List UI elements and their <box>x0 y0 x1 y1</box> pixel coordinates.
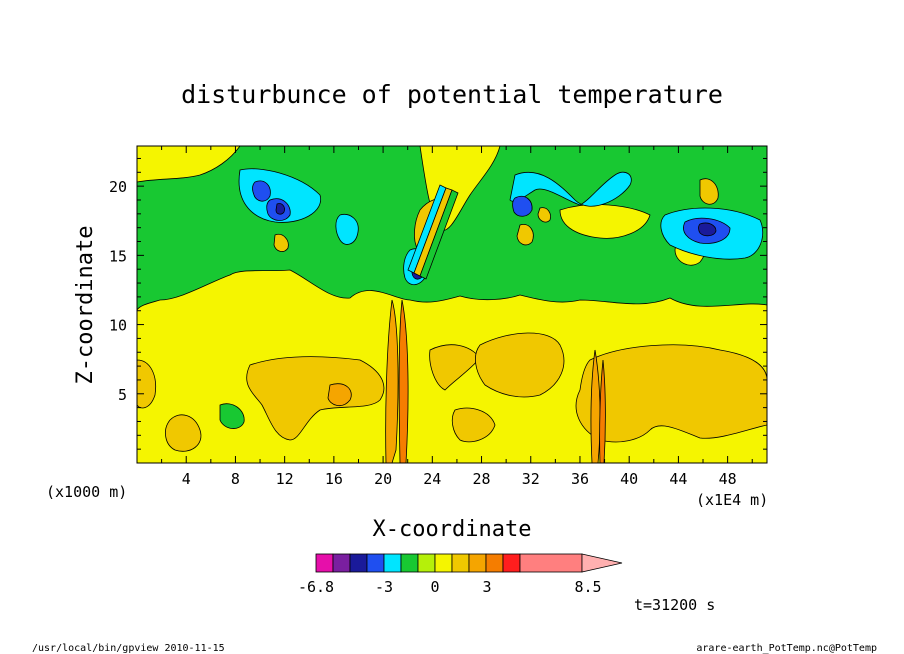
footer-left: /usr/local/bin/gpview 2010-11-15 <box>32 643 225 654</box>
x-unit-label-right: (x1E4 m) <box>696 491 768 509</box>
orange-lower-3 <box>246 356 385 441</box>
footer-right: arare-earth_PotTemp.nc@PotTemp <box>696 643 877 654</box>
x-tick-label: 4 <box>182 470 191 488</box>
yellow-pocket-1 <box>137 146 241 183</box>
x-tick-label: 32 <box>522 470 540 488</box>
blue-region-1 <box>252 180 271 202</box>
x-tick-label: 24 <box>423 470 441 488</box>
vertical-streak-4 <box>599 359 606 463</box>
x-tick-label: 28 <box>473 470 491 488</box>
orange-lower-5 <box>475 332 565 398</box>
orange-cell-4 <box>537 207 551 223</box>
y-tick-label: 5 <box>118 386 127 404</box>
colorbar-bin <box>400 553 419 573</box>
plot-frame <box>136 145 768 464</box>
colorbar-label: 3 <box>482 578 491 596</box>
colorbar-bin <box>434 553 453 573</box>
cyan-region-2 <box>509 171 632 207</box>
vertical-streak-2 <box>398 299 409 463</box>
colorbar-bin <box>502 553 521 573</box>
orange-cell-3 <box>516 224 534 246</box>
x-tick-label: 48 <box>719 470 737 488</box>
colorbar-bin <box>315 553 334 573</box>
cyan-region-4 <box>335 213 359 245</box>
tilted-wave-stripes <box>407 184 459 280</box>
blue-region-3 <box>512 195 533 217</box>
x-tick-label: 12 <box>276 470 294 488</box>
colorbar-label: -3 <box>375 578 393 596</box>
x-tick-label: 16 <box>325 470 343 488</box>
navy-region-3 <box>275 203 285 215</box>
colorbar-label: 8.5 <box>574 578 601 596</box>
y-tick-label: 10 <box>109 317 127 335</box>
x-tick-label: 36 <box>571 470 589 488</box>
vertical-streak-3 <box>590 349 601 463</box>
y-tick-label: 20 <box>109 178 127 196</box>
colorbar-bin <box>451 553 470 573</box>
x-tick-label: 20 <box>374 470 392 488</box>
time-label: t=31200 s <box>634 596 715 614</box>
colorbar-bin <box>519 553 583 573</box>
x-axis-title: X-coordinate <box>373 517 532 542</box>
yellow-pocket-3 <box>559 204 651 239</box>
plot-area <box>136 145 768 464</box>
colorbar-label: 0 <box>430 578 439 596</box>
x-tick-label: 44 <box>669 470 687 488</box>
orange-lower-7 <box>451 407 496 443</box>
colorbar-bin <box>468 553 487 573</box>
orange-cell-1 <box>699 178 719 205</box>
vertical-streak-1 <box>385 299 399 463</box>
y-axis-title: Z-coordinate <box>73 226 98 385</box>
orange-lower-4 <box>429 344 481 391</box>
y-axis: 5 10 15 20 <box>109 157 767 450</box>
orange-lower-2 <box>165 414 202 452</box>
colorbar-arrow <box>581 553 623 573</box>
x-tick-label: 8 <box>231 470 240 488</box>
green-lower-blob <box>219 403 245 429</box>
x-unit-label: (x1000 m) <box>46 483 127 501</box>
orange-lower-6 <box>575 344 767 443</box>
orange-cell-2 <box>273 233 289 252</box>
colorbar-bin <box>485 553 504 573</box>
y-tick-label: 15 <box>109 247 127 265</box>
x-tick-label: 40 <box>620 470 638 488</box>
x-axis: 4 8 12 16 20 24 28 32 36 40 44 48 <box>161 146 753 488</box>
colorbar-label: -6.8 <box>298 578 334 596</box>
contour-field <box>137 146 767 463</box>
colorbar-bin <box>349 553 368 573</box>
orange-lower-core <box>327 383 352 407</box>
colorbar-bin <box>366 553 385 573</box>
colorbar-bin <box>383 553 402 573</box>
colorbar-bin <box>332 553 351 573</box>
navy-region-2 <box>698 222 717 237</box>
colorbar-bin <box>417 553 436 573</box>
chart-title: disturbunce of potential temperature <box>181 80 723 109</box>
colorbar: -6.8 -3 0 3 8.5 <box>298 553 623 596</box>
